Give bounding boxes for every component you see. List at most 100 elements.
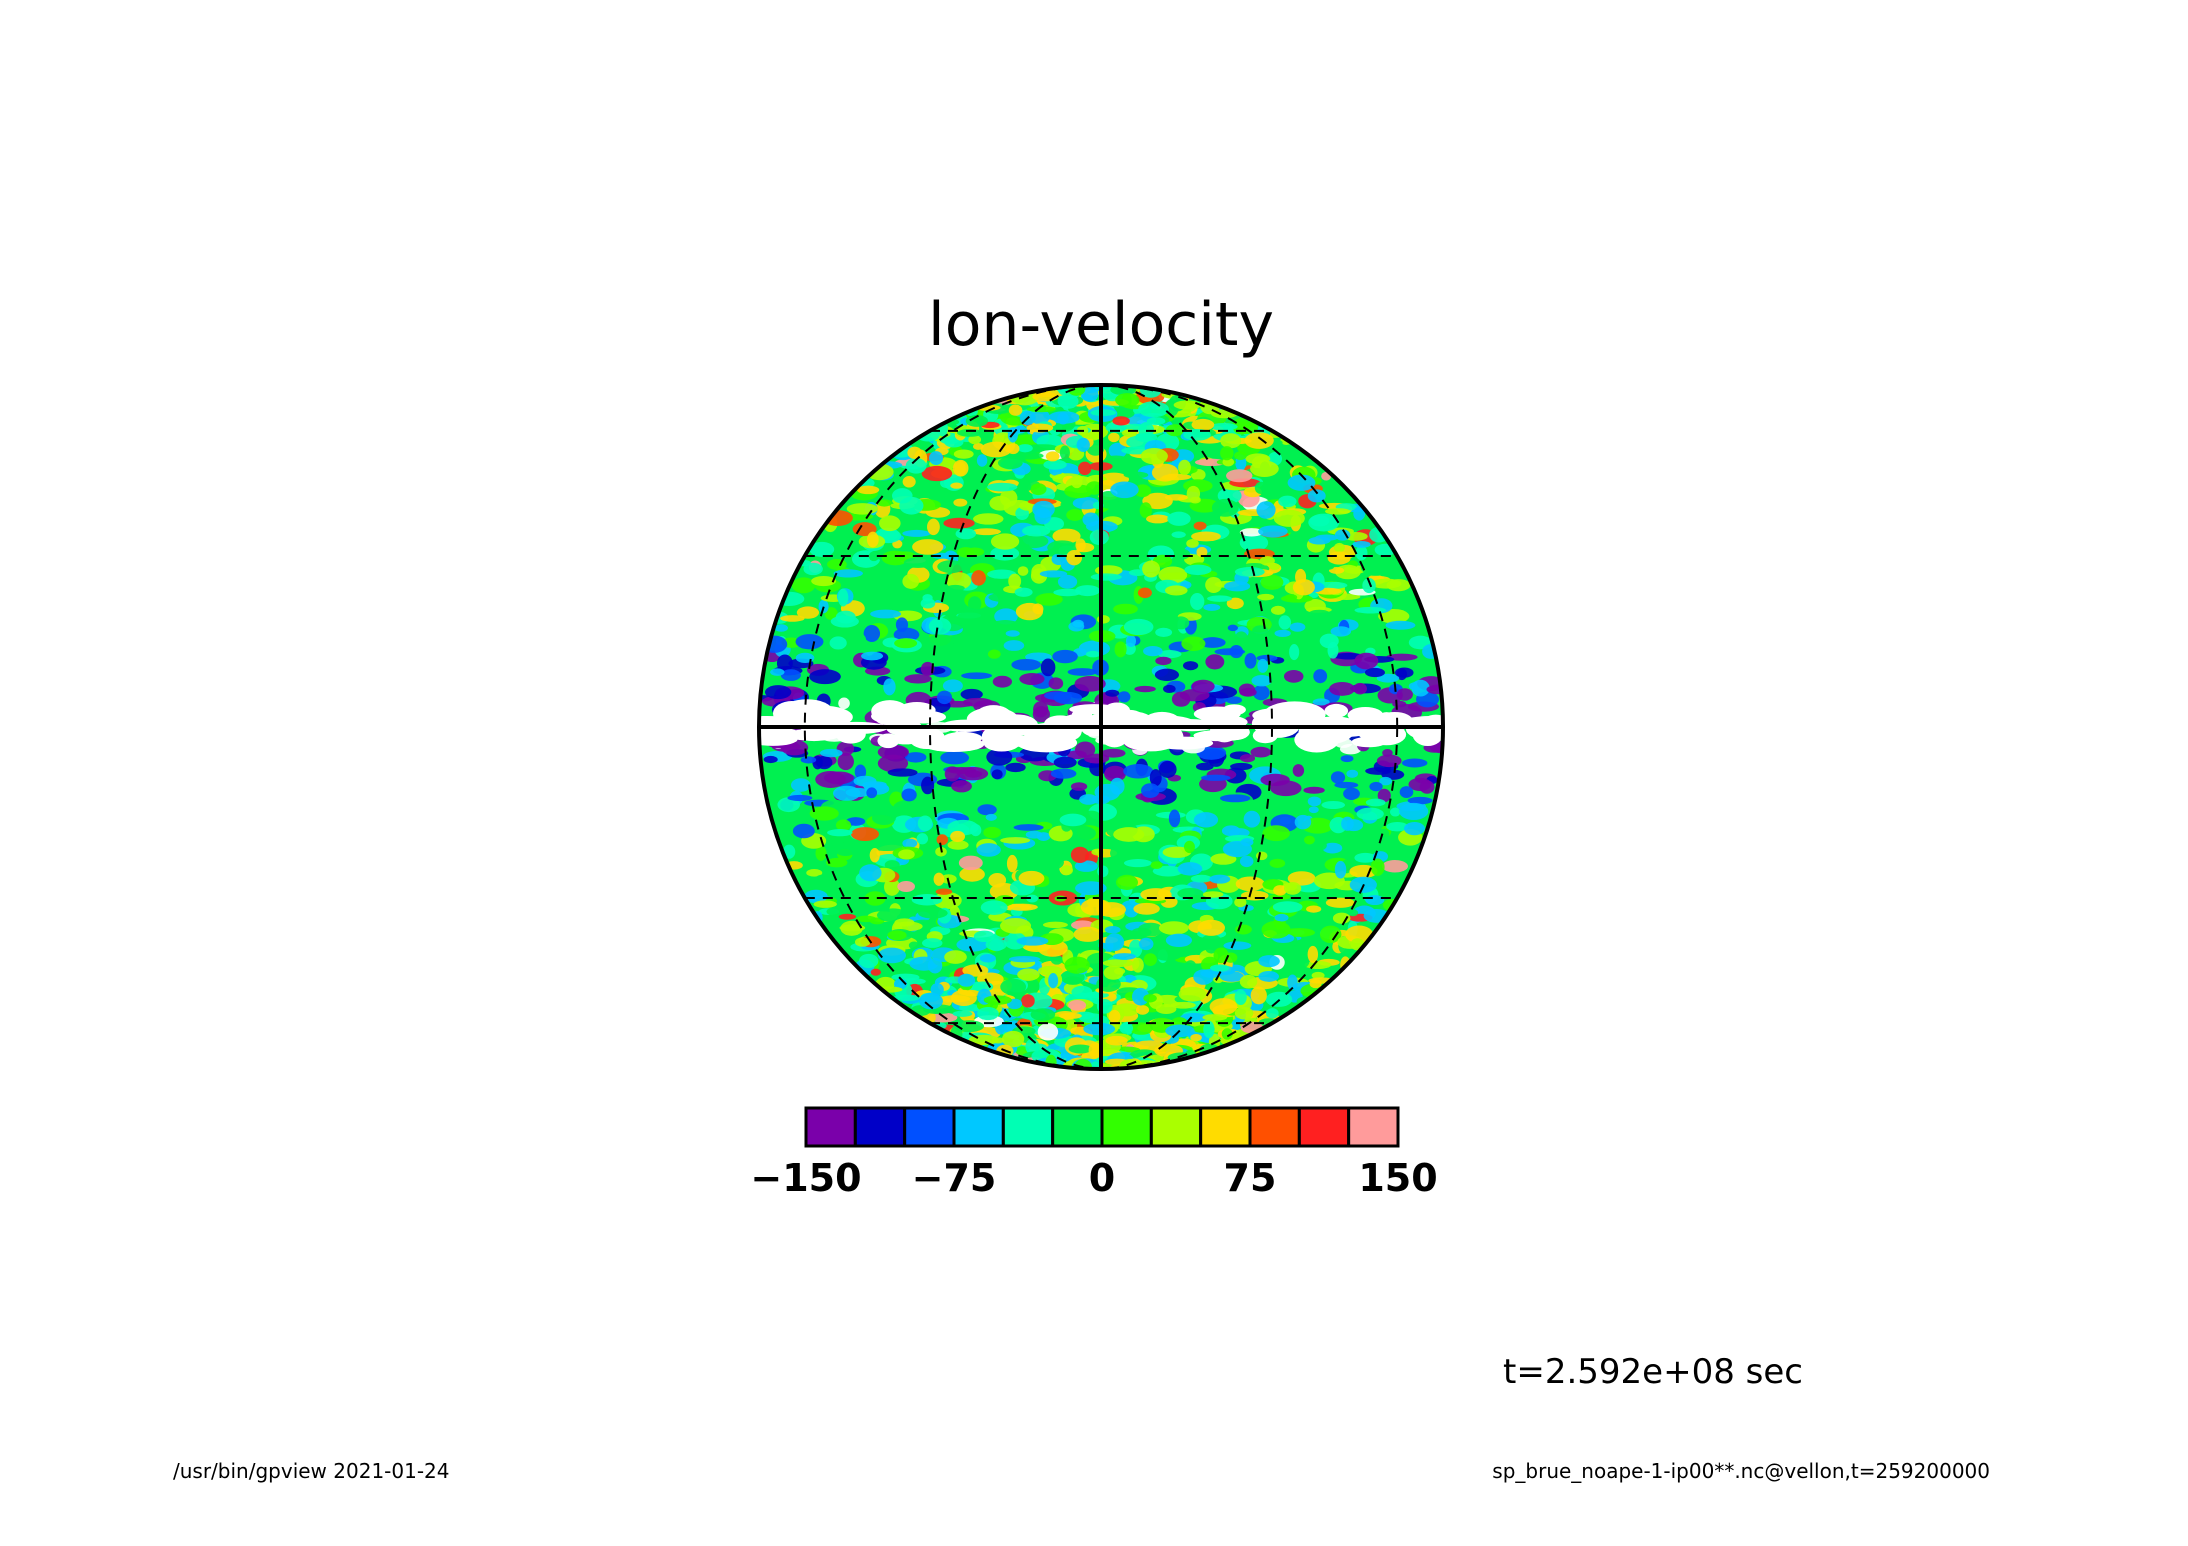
field-patch (1255, 851, 1268, 861)
field-patch (931, 552, 953, 560)
field-patch (1266, 1008, 1279, 1019)
field-patch (853, 775, 877, 787)
field-patch (1252, 685, 1270, 701)
field-patch (1114, 641, 1127, 658)
field-patch (1234, 566, 1265, 577)
field-patch (795, 652, 815, 664)
field-patch (1026, 894, 1039, 903)
field-patch (859, 864, 882, 882)
field-patch (991, 769, 1003, 780)
field-patch (1306, 905, 1322, 913)
field-patch (1378, 608, 1410, 624)
field-patch (1071, 475, 1083, 489)
field-patch (1123, 764, 1154, 779)
field-patch (1325, 897, 1355, 908)
field-patch (1165, 933, 1193, 948)
field-patch (1039, 570, 1068, 578)
field-patch (1252, 625, 1269, 637)
field-patch (952, 1010, 973, 1017)
field-patch (1287, 871, 1316, 886)
field-patch (1125, 634, 1137, 647)
field-patch (1322, 842, 1343, 854)
field-patch (943, 517, 975, 529)
field-patch (877, 947, 906, 964)
field-patch (1399, 802, 1429, 821)
field-patch (1014, 587, 1033, 597)
field-patch (1183, 428, 1211, 441)
field-patch (1178, 459, 1191, 476)
field-patch (1057, 412, 1069, 425)
field-patch (964, 770, 983, 778)
field-patch (921, 776, 935, 795)
field-patch (904, 752, 927, 763)
field-patch (1270, 605, 1286, 615)
field-patch (1377, 788, 1391, 803)
field-patch (990, 533, 1020, 550)
field-patch (1108, 1009, 1121, 1023)
field-patch (884, 585, 914, 602)
field-patch (976, 843, 1001, 857)
field-patch (1222, 840, 1252, 858)
field-patch (1308, 513, 1340, 532)
field-patch (1379, 776, 1392, 786)
field-patch (1079, 794, 1098, 805)
field-patch (1138, 937, 1154, 951)
field-patch (877, 754, 909, 773)
field-patch (1068, 1044, 1093, 1054)
field-patch (901, 788, 917, 802)
field-patch (1066, 550, 1083, 566)
field-patch (1167, 511, 1191, 526)
field-patch (1210, 853, 1237, 865)
field-patch (835, 610, 856, 624)
field-patch (1140, 888, 1172, 901)
field-patch (1284, 881, 1302, 895)
field-patch (1053, 691, 1083, 705)
field-patch (1074, 860, 1098, 872)
field-patch (1196, 546, 1208, 558)
field-patch (1284, 594, 1298, 601)
field-patch (1202, 891, 1224, 898)
field-patch (1353, 682, 1367, 695)
field-patch (1321, 800, 1346, 810)
field-patch (921, 465, 953, 482)
field-patch (837, 588, 849, 607)
field-patch (992, 620, 1018, 628)
field-patch (1026, 406, 1056, 413)
field-patch (1140, 447, 1168, 465)
field-patch (1018, 870, 1045, 886)
field-patch (884, 878, 900, 896)
field-patch (1075, 881, 1107, 896)
field-patch (1250, 460, 1279, 477)
field-patch (790, 778, 811, 792)
field-patch (894, 918, 915, 927)
field-patch (787, 794, 813, 802)
field-patch (1292, 764, 1305, 777)
field-patch (898, 849, 915, 860)
field-patch (804, 889, 828, 904)
field-patch (1308, 806, 1319, 814)
field-patch (1050, 768, 1077, 779)
field-patch (953, 459, 969, 477)
field-patch (1407, 796, 1433, 805)
field-patch (973, 513, 1004, 525)
field-patch (1287, 974, 1298, 991)
field-patch (1059, 445, 1070, 460)
field-patch (1168, 809, 1181, 828)
field-patch (879, 515, 901, 532)
field-patch (1207, 595, 1233, 602)
field-patch (1360, 558, 1391, 576)
field-patch (1272, 901, 1303, 913)
field-patch (1356, 807, 1384, 821)
field-patch (1223, 941, 1252, 950)
field-patch (1152, 865, 1184, 877)
field-patch (1193, 521, 1207, 531)
field-patch (1037, 1023, 1059, 1041)
field-patch (911, 894, 943, 906)
field-patch (853, 633, 867, 646)
field-patch (1057, 574, 1078, 589)
field-patch (870, 968, 882, 976)
field-patch (1181, 636, 1206, 652)
field-patch (795, 634, 824, 650)
field-patch (772, 701, 811, 726)
field-patch (907, 446, 922, 459)
